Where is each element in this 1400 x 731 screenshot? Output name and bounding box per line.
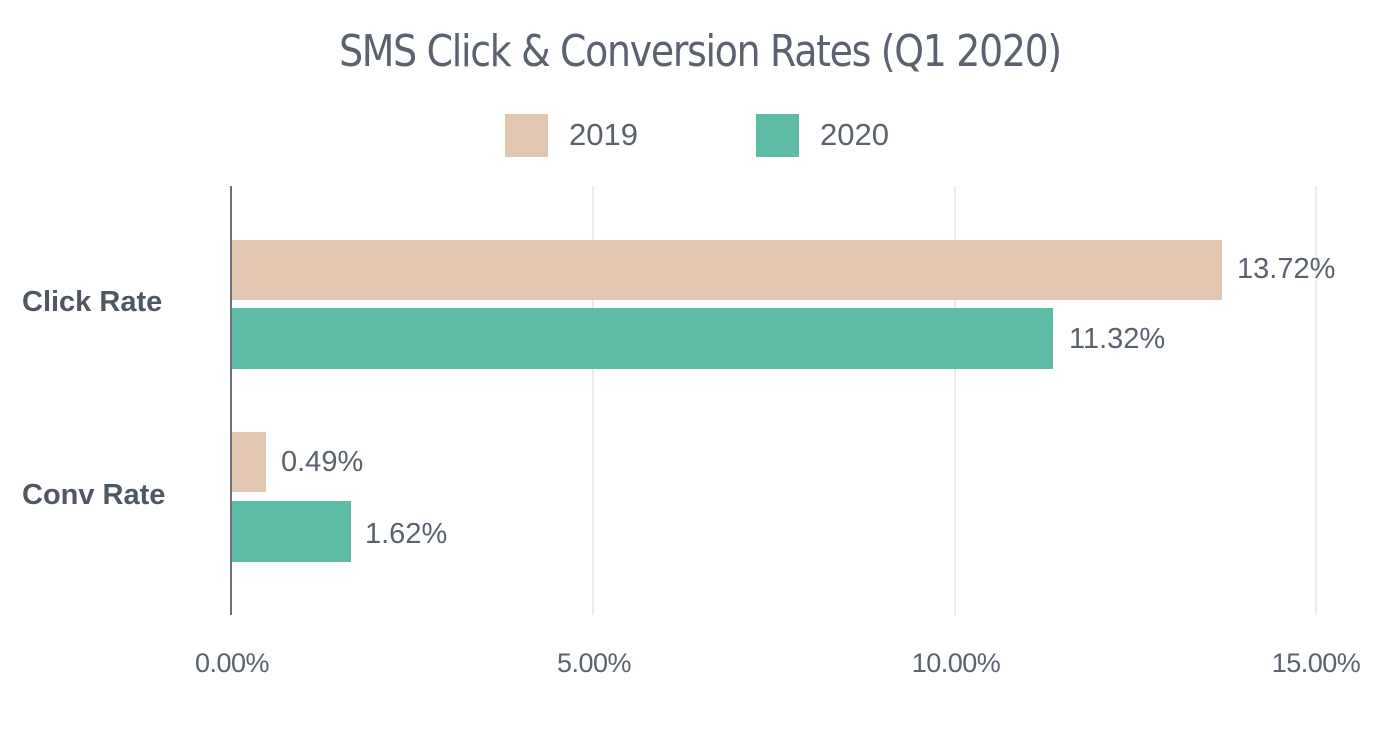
x-tick-0: 0.00% [194, 648, 270, 678]
bar-conv-rate-2019 [231, 432, 266, 492]
bar-label-click-rate-2019: 13.72% [1237, 253, 1336, 285]
bar-label-conv-rate-2020: 1.62% [365, 518, 448, 550]
legend-item-2019: 2019 [505, 112, 638, 158]
x-tick-5: 5.00% [556, 648, 632, 678]
plot-area: 13.72% 11.32% 0.49% 1.62% [230, 186, 1335, 615]
bar-label-click-rate-2020: 11.32% [1069, 323, 1166, 355]
gridline-15 [1315, 186, 1317, 615]
legend-swatch-2019 [505, 113, 548, 157]
bar-click-rate-2020 [231, 308, 1053, 369]
legend-label-2020: 2020 [820, 117, 889, 152]
gridline-5 [592, 186, 594, 615]
gridline-10 [954, 186, 956, 615]
y-axis-line [230, 186, 232, 615]
x-tick-10: 10.00% [911, 648, 1001, 678]
bar-conv-rate-2020 [231, 501, 351, 562]
bar-label-conv-rate-2019: 0.49% [281, 446, 364, 478]
bar-click-rate-2019 [231, 240, 1222, 300]
legend-swatch-2020 [756, 113, 799, 157]
legend-item-2020: 2020 [756, 112, 889, 158]
category-label-conv-rate: Conv Rate [22, 479, 166, 511]
category-label-click-rate: Click Rate [22, 286, 163, 318]
legend: 2019 2020 [0, 112, 1400, 158]
legend-label-2019: 2019 [569, 117, 638, 152]
x-tick-15: 15.00% [1271, 648, 1361, 678]
chart-title: SMS Click & Conversion Rates (Q1 2020) [339, 26, 1062, 77]
